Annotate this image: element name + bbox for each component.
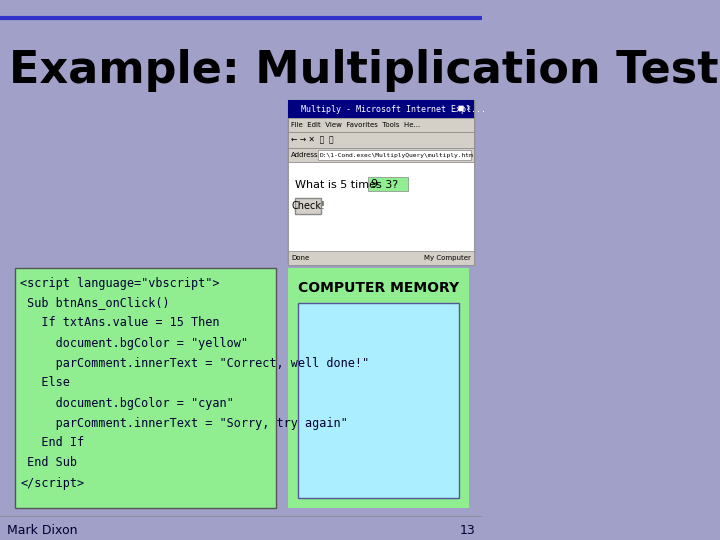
Text: D:\1-Cond.exec\MultiplyQuery\multiply.htm: D:\1-Cond.exec\MultiplyQuery\multiply.ht… bbox=[320, 152, 473, 158]
Text: Else: Else bbox=[20, 376, 70, 389]
Text: If txtAns.value = 15 Then: If txtAns.value = 15 Then bbox=[20, 316, 220, 329]
Text: My Computer: My Computer bbox=[424, 255, 471, 261]
Text: Address: Address bbox=[292, 152, 319, 158]
FancyBboxPatch shape bbox=[369, 177, 408, 191]
FancyBboxPatch shape bbox=[288, 162, 474, 265]
Text: <script language="vbscript">: <script language="vbscript"> bbox=[20, 276, 220, 289]
Text: 9: 9 bbox=[370, 179, 377, 189]
Text: Mark Dixon: Mark Dixon bbox=[6, 523, 77, 537]
Text: ← → ✕  🏠  🔍: ← → ✕ 🏠 🔍 bbox=[292, 136, 334, 145]
Text: parComment.innerText = "Correct, well done!": parComment.innerText = "Correct, well do… bbox=[20, 356, 369, 369]
Text: End Sub: End Sub bbox=[20, 456, 77, 469]
Text: document.bgColor = "cyan": document.bgColor = "cyan" bbox=[20, 396, 234, 409]
Text: Check!: Check! bbox=[291, 201, 325, 211]
FancyBboxPatch shape bbox=[288, 268, 469, 508]
Text: End If: End If bbox=[20, 436, 84, 449]
Text: document.bgColor = "yellow": document.bgColor = "yellow" bbox=[20, 336, 248, 349]
FancyBboxPatch shape bbox=[318, 150, 471, 160]
FancyBboxPatch shape bbox=[294, 198, 321, 214]
FancyBboxPatch shape bbox=[14, 268, 276, 508]
Text: Sub btnAns_onClick(): Sub btnAns_onClick() bbox=[20, 296, 170, 309]
FancyBboxPatch shape bbox=[288, 132, 474, 148]
FancyBboxPatch shape bbox=[288, 100, 474, 265]
Text: _ ■ x: _ ■ x bbox=[452, 106, 471, 112]
Text: COMPUTER MEMORY: COMPUTER MEMORY bbox=[298, 281, 459, 295]
Text: What is 5 times 3?: What is 5 times 3? bbox=[294, 180, 397, 190]
Text: </script>: </script> bbox=[20, 476, 84, 489]
FancyBboxPatch shape bbox=[288, 100, 474, 118]
Text: parComment.innerText = "Sorry, try again": parComment.innerText = "Sorry, try again… bbox=[20, 416, 348, 429]
FancyBboxPatch shape bbox=[288, 251, 474, 265]
Text: Done: Done bbox=[292, 255, 310, 261]
Text: Example: Multiplication Test v1: Example: Multiplication Test v1 bbox=[9, 49, 720, 91]
Text: 13: 13 bbox=[459, 523, 475, 537]
Text: Multiply - Microsoft Internet Expl...: Multiply - Microsoft Internet Expl... bbox=[302, 105, 486, 113]
FancyBboxPatch shape bbox=[298, 303, 459, 498]
Text: File  Edit  View  Favorites  Tools  He...: File Edit View Favorites Tools He... bbox=[292, 122, 420, 128]
FancyBboxPatch shape bbox=[288, 118, 474, 132]
FancyBboxPatch shape bbox=[288, 148, 474, 162]
